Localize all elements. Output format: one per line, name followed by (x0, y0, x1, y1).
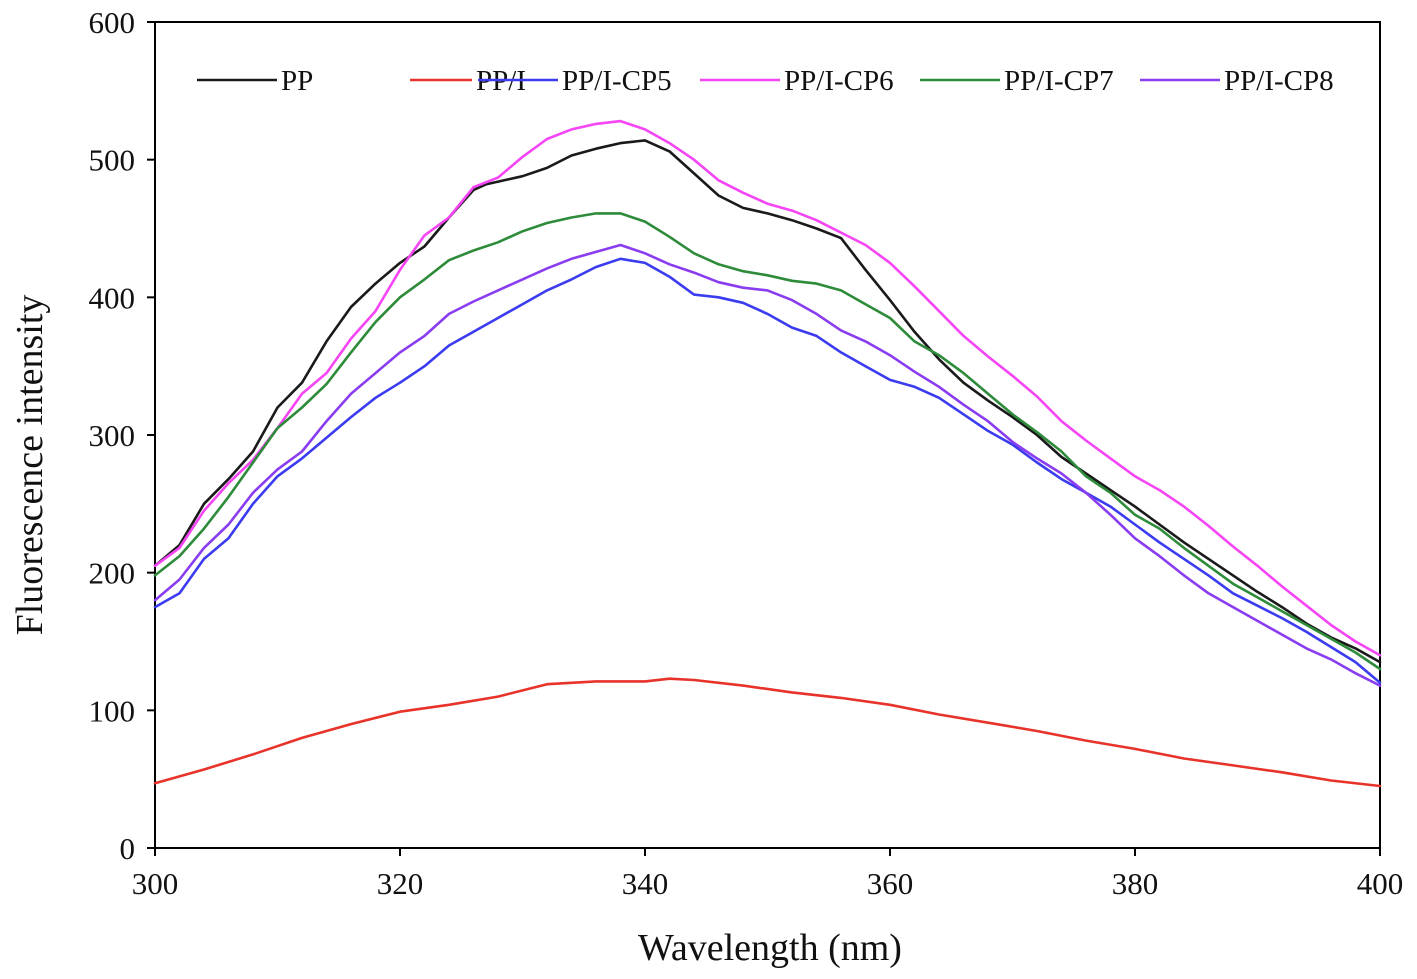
plot-frame (154, 21, 1381, 849)
x-tick-label: 400 (1357, 866, 1404, 901)
legend-label: PP/I-CP7 (1004, 65, 1114, 97)
series-line-pp-i-cp6 (153, 119, 1382, 657)
series-line-pp-i-cp8 (153, 243, 1382, 687)
legend-label: PP/I-CP5 (562, 65, 672, 97)
series-layer (153, 119, 1382, 788)
x-axis-title: Wavelength (nm) (638, 927, 902, 969)
y-tick-label: 300 (89, 418, 136, 453)
y-tick-label: 200 (89, 556, 136, 591)
legend: PP PP/I PP/I-CP5 PP/I-CP6 PP/I-CP7 PP/I-CP8 (197, 65, 1334, 97)
y-tick-label: 600 (89, 5, 136, 40)
series-line-pp-i (153, 677, 1382, 788)
y-tick-label: 500 (89, 143, 136, 178)
legend-label: PP/I-CP6 (784, 65, 894, 97)
plot-area (154, 21, 1381, 849)
x-tick-label: 380 (1112, 866, 1159, 901)
y-axis-title: Fluorescence intensity (9, 295, 51, 636)
x-tick-label: 360 (867, 866, 914, 901)
y-tick-label: 100 (89, 693, 136, 728)
y-tick-label: 400 (89, 280, 136, 315)
x-tick-label: 300 (132, 866, 179, 901)
series-line-pp-i-cp5 (153, 257, 1382, 685)
series-line-pp (153, 139, 1382, 664)
legend-label: PP (281, 65, 313, 97)
x-tick-label: 340 (622, 866, 669, 901)
y-tick-label: 0 (120, 831, 136, 866)
series-line-pp-i-cp7 (153, 212, 1382, 671)
legend-label: PP/I-CP8 (1224, 65, 1334, 97)
axes-layer: 300 320 340 360 380 400 0 100 200 300 400 500 600 (89, 5, 1404, 901)
x-tick-label: 320 (377, 866, 424, 901)
